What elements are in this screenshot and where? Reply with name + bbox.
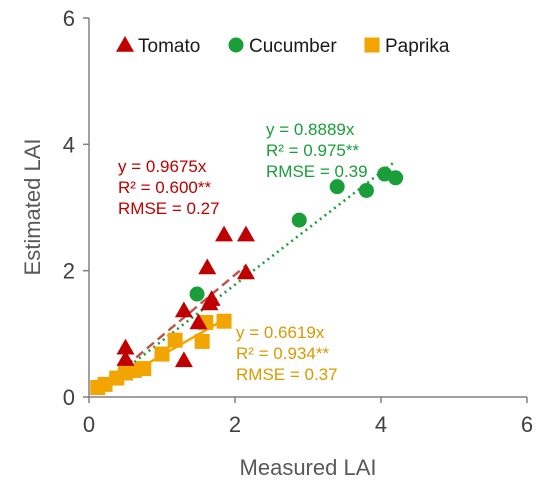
- regression-annotations: y = 0.9675x R² = 0.600** RMSE = 0.27 y = 0.…: [118, 120, 368, 384]
- data-points: [90, 166, 404, 396]
- cucumber-legend-label: Cucumber: [249, 36, 337, 57]
- paprika-point: [97, 376, 113, 392]
- paprika-point: [136, 361, 152, 377]
- tomato-point: [116, 350, 135, 366]
- y-tick-label: 6: [63, 6, 75, 31]
- y-tick-label: 2: [63, 259, 75, 284]
- cucumber-annotation-line: RMSE = 0.39: [266, 162, 368, 181]
- paprika-legend-marker: [364, 37, 380, 53]
- tomato-annotation-line: R² = 0.600**: [118, 178, 211, 197]
- cucumber-point: [358, 182, 374, 198]
- paprika-point: [194, 333, 210, 349]
- cucumber-legend-marker: [228, 37, 244, 53]
- tomato-point: [189, 313, 208, 330]
- paprika-point: [154, 346, 170, 362]
- cucumber-point: [189, 286, 205, 302]
- paprika-point: [167, 332, 183, 348]
- tomato-point: [236, 225, 255, 242]
- cucumber-point: [329, 179, 345, 195]
- y-axis-label: Estimated LAI: [20, 139, 45, 276]
- tomato-point: [174, 301, 193, 318]
- axes: 0 2 4 6 0 2 4 6: [63, 6, 533, 437]
- tomato-point: [236, 263, 255, 280]
- legend: Tomato Cucumber Paprika: [116, 36, 450, 57]
- x-tick-label: 6: [521, 412, 533, 437]
- cucumber-annotation-line: y = 0.8889x: [266, 120, 355, 139]
- paprika-annotation-line: y = 0.6619x: [236, 323, 325, 342]
- tomato-point: [202, 290, 221, 306]
- x-tick-label: 0: [83, 412, 95, 437]
- y-tick-label: 0: [63, 385, 75, 410]
- x-tick-label: 2: [229, 412, 241, 437]
- tomato-annotation-line: y = 0.9675x: [118, 157, 207, 176]
- paprika-annotation-line: RMSE = 0.37: [236, 365, 338, 384]
- paprika-annotation-line: R² = 0.934**: [236, 344, 329, 363]
- tomato-point: [116, 338, 135, 355]
- cucumber-point: [291, 212, 307, 228]
- tomato-point: [198, 258, 217, 275]
- tomato-legend-label: Tomato: [138, 36, 200, 57]
- tomato-annotation-line: RMSE = 0.27: [118, 199, 220, 218]
- cucumber-point: [388, 170, 404, 186]
- paprika-point: [216, 313, 232, 329]
- cucumber-annotation-line: R² = 0.975**: [266, 141, 359, 160]
- tomato-legend-marker: [116, 36, 134, 52]
- x-tick-label: 4: [375, 412, 387, 437]
- paprika-legend-label: Paprika: [385, 36, 450, 57]
- y-tick-label: 4: [63, 132, 75, 157]
- tomato-point: [174, 351, 193, 368]
- tomato-point: [215, 225, 234, 242]
- x-axis-label: Measured LAI: [240, 455, 377, 480]
